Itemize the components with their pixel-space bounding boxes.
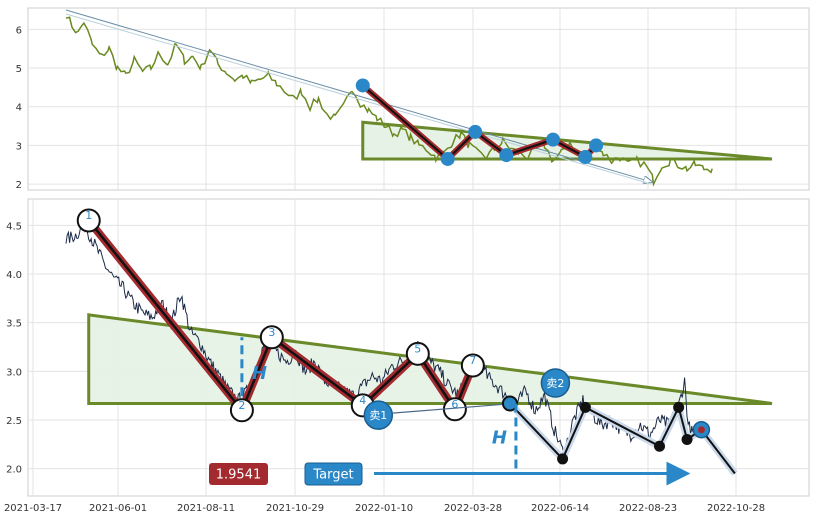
target-point: [692, 420, 711, 439]
sell-point-label: 卖1: [369, 409, 387, 422]
projection-point: [557, 453, 569, 465]
overview-swing-path: [355, 78, 604, 166]
target-label: Target: [312, 468, 353, 483]
detail-y-tick-label: 4.5: [6, 221, 22, 232]
overview-trend-arrow: [65, 9, 652, 182]
overview-y-tick-label: 6: [16, 25, 22, 36]
x-tick-label: 2021-10-29: [266, 503, 324, 514]
h-marker-label: H: [252, 363, 267, 384]
sell-point: [363, 400, 394, 430]
target-point-inner: [697, 426, 705, 434]
target-value-label: 1.9541: [216, 468, 262, 483]
overview-y-tick-label: 3: [16, 141, 22, 152]
projection-point: [681, 433, 693, 445]
overview-price-line: [65, 16, 713, 187]
overview-swing-point: [578, 150, 593, 165]
overview-swing-point: [499, 148, 514, 163]
h-marker-label: H: [492, 427, 507, 448]
zigzag-point-label: 7: [469, 354, 476, 367]
zigzag-point: [460, 353, 485, 378]
overview-y-tick-label: 5: [16, 64, 22, 75]
overview-swing-point: [468, 124, 483, 139]
zigzag-point: [76, 208, 101, 233]
detail-y-tick-label: 4.0: [6, 270, 22, 281]
detail-y-tick-label: 3.5: [6, 319, 22, 330]
sell-connector: [392, 403, 502, 414]
target-badge: Target: [304, 462, 363, 486]
x-tick-label: 2021-08-11: [177, 503, 235, 514]
overview-y-ticks: 2 3 4 5 6: [16, 25, 22, 191]
zigzag-point: [259, 325, 284, 350]
projection-point: [579, 401, 591, 413]
x-tick-label: 2022-01-10: [355, 503, 413, 514]
x-axis-ticks: 2021-03-17 2021-06-01 2021-08-11 2021-10-29…: [4, 503, 765, 514]
detail-y-tick-label: 2.5: [6, 416, 22, 427]
projection-point: [673, 401, 685, 413]
zigzag-point: [229, 398, 254, 423]
overview-swing-point: [546, 132, 561, 147]
overview-swing-point: [440, 151, 455, 166]
sell-point-label: 卖2: [546, 377, 564, 390]
x-tick-label: 2022-10-28: [707, 503, 765, 514]
x-tick-label: 2021-03-17: [4, 503, 62, 514]
overview-y-tick-label: 4: [16, 103, 22, 114]
sell-point: [540, 368, 571, 398]
overview-y-tick-label: 2: [16, 180, 22, 191]
zigzag-point-label: 1: [85, 209, 92, 222]
detail-y-ticks: 2.0 2.5 3.0 3.5 4.0 4.5: [6, 221, 22, 475]
zigzag-point-label: 3: [268, 326, 275, 339]
overview-swing-point: [355, 78, 370, 93]
zigzag-point-label: 2: [238, 399, 245, 412]
detail-y-tick-label: 3.0: [6, 367, 22, 378]
overview-trend-arrow-shadow: [65, 13, 649, 184]
target-value-badge: 1.9541: [209, 463, 268, 485]
overview-triangle: [361, 120, 773, 161]
x-tick-label: 2021-06-01: [89, 503, 147, 514]
detail-y-tick-label: 2.0: [6, 465, 22, 476]
projection-point: [654, 440, 666, 452]
zigzag-point: [405, 341, 430, 366]
x-tick-label: 2022-08-23: [619, 503, 677, 514]
detail-h-markers: HH: [240, 337, 518, 474]
overview-panel: [27, 7, 810, 191]
overview-swing-point: [589, 138, 604, 153]
zigzag-point-label: 5: [414, 342, 421, 355]
zigzag-point-label: 4: [359, 394, 366, 407]
x-tick-label: 2022-06-14: [531, 503, 589, 514]
detail-point-labels: 1 2 3 4 5 6 7 卖1 卖2: [76, 208, 571, 430]
zigzag-point-label: 6: [451, 398, 458, 411]
x-tick-label: 2022-03-28: [444, 503, 502, 514]
